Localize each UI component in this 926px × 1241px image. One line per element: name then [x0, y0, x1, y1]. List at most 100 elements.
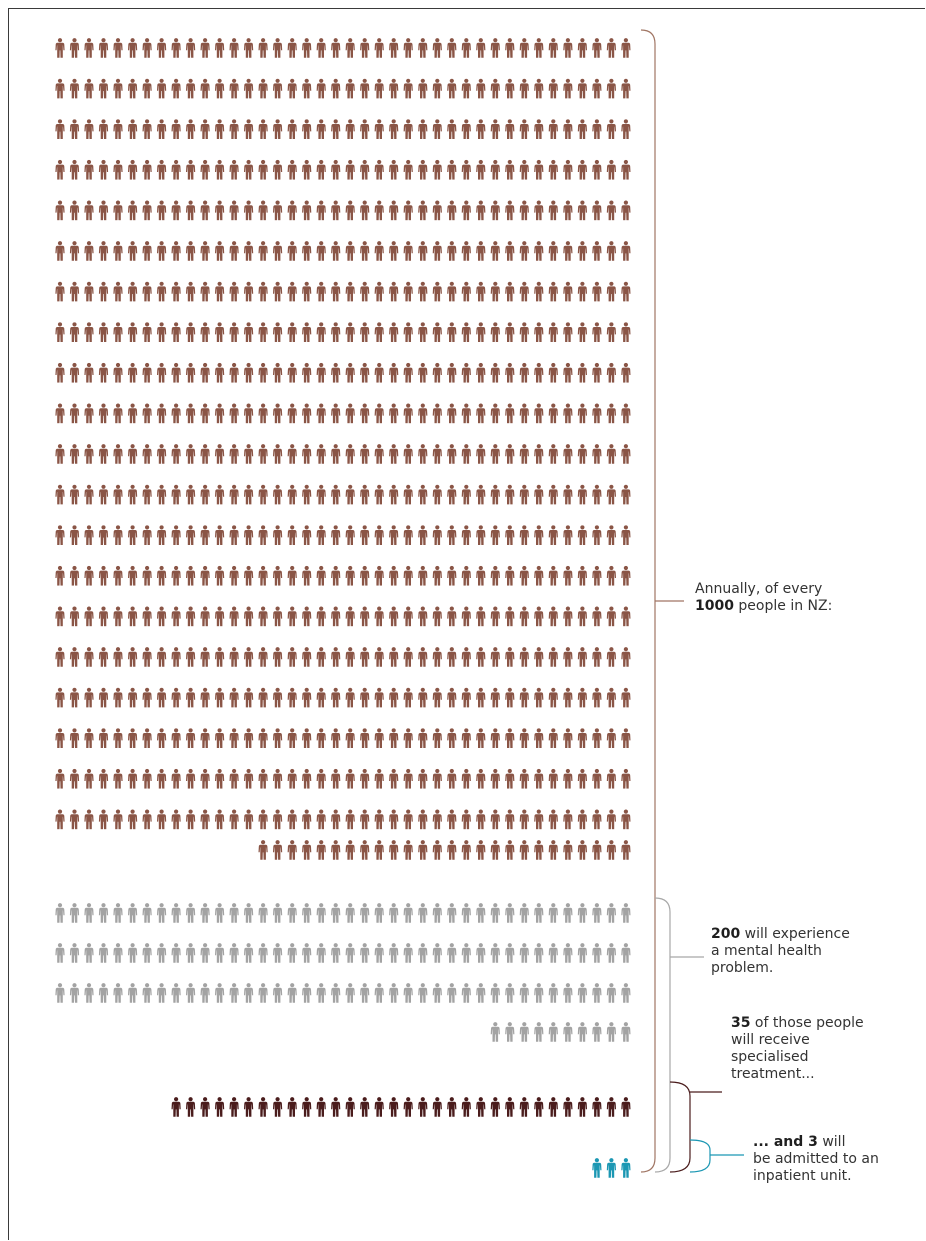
person-population — [345, 565, 355, 586]
person-mental-health — [548, 943, 558, 963]
person-mental-health — [345, 903, 355, 923]
person-population — [606, 159, 616, 180]
person-mental-health — [534, 983, 544, 1003]
person-population — [403, 362, 413, 383]
person-population — [258, 484, 268, 505]
person-population — [186, 119, 196, 139]
person-population — [403, 444, 413, 464]
person-population — [287, 403, 297, 424]
person-population — [273, 281, 283, 302]
person-population — [55, 159, 65, 180]
person-population — [258, 159, 268, 180]
person-population — [606, 606, 616, 627]
person-population — [157, 38, 167, 58]
person-population — [84, 606, 94, 627]
person-population — [490, 687, 500, 708]
person-population — [447, 606, 457, 627]
label-mental-health: 200 will experience a mental health prob… — [711, 926, 850, 977]
bracket-population — [640, 29, 656, 1173]
person-population — [447, 840, 457, 860]
person-population — [345, 484, 355, 505]
person-population — [98, 606, 109, 627]
person-mental-health — [389, 983, 399, 1003]
person-population — [113, 281, 123, 302]
person-mental-health — [447, 903, 457, 923]
person-population — [258, 728, 268, 748]
person-population — [418, 362, 428, 383]
person-population — [55, 119, 65, 139]
person-population — [389, 687, 399, 708]
person-mental-health — [84, 903, 94, 923]
person-population — [287, 362, 297, 383]
person-population — [171, 606, 181, 627]
person-population — [548, 565, 558, 586]
person-population — [157, 119, 167, 139]
person-population — [302, 38, 312, 58]
person-population — [316, 840, 326, 860]
person-population — [534, 444, 544, 464]
person-population — [621, 159, 631, 180]
person-mental-health — [519, 1022, 529, 1042]
person-population — [55, 38, 65, 58]
person-mental-health — [432, 983, 442, 1003]
person-population — [577, 38, 587, 58]
person-population — [505, 768, 515, 789]
person-population — [476, 768, 486, 789]
person-mental-health — [548, 983, 558, 1003]
person-population — [432, 38, 442, 58]
person-mental-health — [577, 943, 587, 963]
person-population — [534, 840, 544, 860]
person-population — [374, 687, 384, 708]
person-population — [345, 525, 355, 545]
person-population — [461, 119, 471, 139]
person-population — [302, 78, 312, 99]
person-population — [345, 38, 355, 58]
person-mental-health — [302, 983, 312, 1003]
person-population — [418, 78, 428, 99]
person-population — [505, 200, 515, 221]
person-population — [432, 322, 442, 342]
person-population — [432, 768, 442, 789]
person-mental-health — [200, 983, 210, 1003]
person-population — [331, 78, 341, 99]
person-population — [273, 565, 283, 586]
person-mental-health — [563, 1022, 573, 1042]
person-population — [128, 484, 138, 505]
person-mental-health — [621, 983, 631, 1003]
person-mental-health — [592, 943, 602, 963]
person-population — [302, 809, 312, 830]
person-population — [374, 119, 384, 139]
person-population — [360, 525, 370, 545]
bracket-mental-health — [654, 897, 671, 1173]
person-population — [98, 281, 109, 302]
person-mental-health — [244, 983, 254, 1003]
person-specialised — [548, 1097, 558, 1117]
person-population — [128, 322, 138, 342]
person-population — [244, 200, 254, 221]
person-population — [69, 403, 80, 424]
person-population — [142, 362, 152, 383]
person-population — [273, 200, 283, 221]
person-population — [548, 78, 558, 99]
person-population — [403, 606, 413, 627]
person-population — [215, 768, 225, 789]
person-population — [403, 281, 413, 302]
person-population — [432, 525, 442, 545]
person-population — [389, 281, 399, 302]
person-specialised — [447, 1097, 457, 1117]
person-population — [186, 200, 196, 221]
label-inpatient-line3: inpatient unit. — [753, 1168, 852, 1184]
person-population — [331, 322, 341, 342]
person-population — [621, 322, 631, 342]
person-population — [142, 403, 152, 424]
person-population — [128, 403, 138, 424]
person-population — [490, 159, 500, 180]
person-population — [84, 565, 94, 586]
person-population — [186, 444, 196, 464]
person-population — [287, 525, 297, 545]
person-population — [447, 241, 457, 261]
person-population — [157, 159, 167, 180]
person-population — [592, 444, 602, 464]
person-population — [244, 119, 254, 139]
person-population — [98, 728, 109, 748]
